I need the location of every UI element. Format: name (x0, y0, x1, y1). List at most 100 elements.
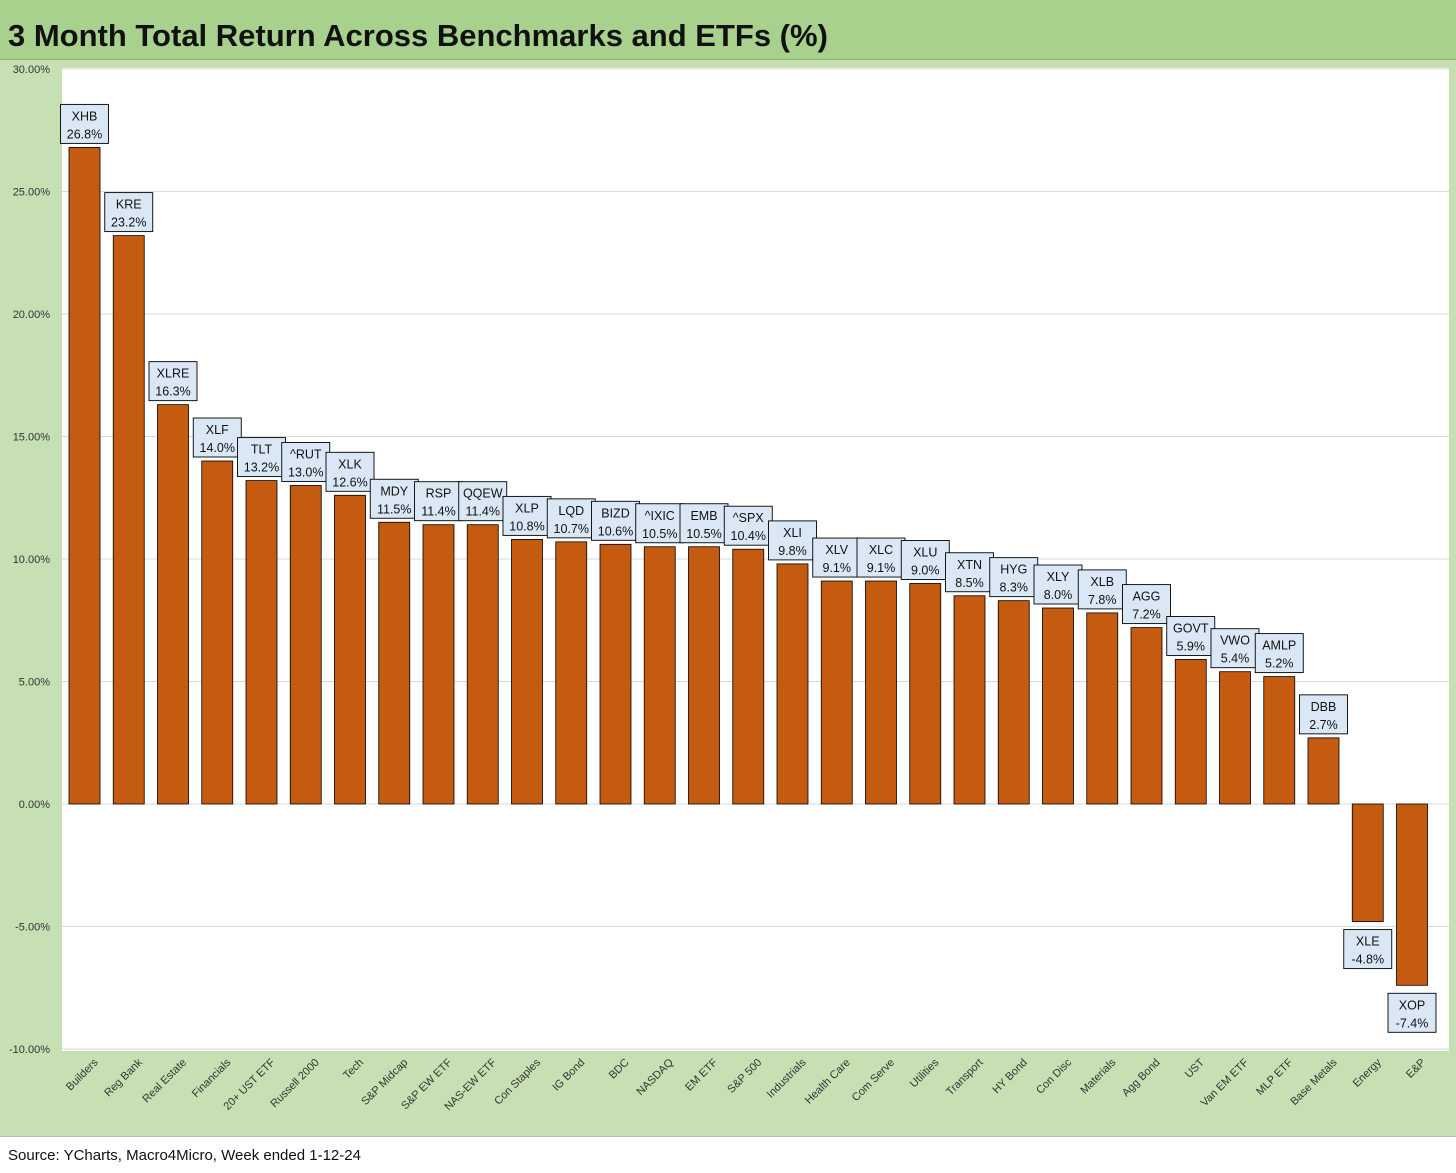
data-label-value: 10.7% (554, 522, 589, 536)
data-label-ticker: XLV (825, 543, 848, 557)
data-label-value: 9.1% (823, 561, 852, 575)
data-label-ticker: ^SPX (733, 511, 765, 525)
bar-xhb (68, 146, 101, 805)
bar-qqew (466, 524, 499, 805)
data-label-value: 10.8% (509, 519, 544, 533)
data-label-box (325, 451, 375, 492)
data-label-ticker: XLE (1356, 935, 1380, 949)
bar-xlp (511, 539, 543, 805)
x-category-label: Con Disc (1034, 1056, 1074, 1096)
data-label-box (104, 192, 154, 233)
bar-ixic (643, 546, 676, 805)
data-label-ticker: XLY (1047, 570, 1070, 584)
data-label-ticker: ^RUT (290, 448, 322, 462)
data-label-ticker: QQEW (463, 487, 503, 501)
data-label-ticker: XLP (515, 501, 539, 515)
data-labels: XHB 26.8% KRE 23.2% XLRE 16.3% XLF 14.0% TLT 13.2… (60, 103, 1437, 1033)
data-label-ticker: LQD (558, 504, 584, 518)
x-category-label: Materials (1078, 1056, 1118, 1096)
data-label-box (192, 417, 242, 458)
data-label-box (679, 503, 729, 544)
bar-rut (289, 485, 322, 805)
data-label-ticker: XTN (957, 558, 982, 572)
data-label-ticker: XLF (206, 423, 229, 437)
data-label-box (900, 540, 950, 580)
data-label-value: 9.1% (867, 561, 896, 575)
x-category-label: Financials (190, 1056, 234, 1100)
data-label-box (369, 478, 419, 519)
data-label-box (1299, 694, 1348, 735)
bar-tlt (245, 480, 278, 805)
bar-mdy (378, 521, 411, 805)
data-label-ticker: KRE (116, 198, 142, 212)
data-label-value: -7.4% (1396, 1016, 1429, 1030)
bar-xtn (953, 595, 986, 805)
data-label-value: 8.0% (1044, 588, 1073, 602)
data-label: XLU 9.0% (900, 540, 950, 580)
data-label-value: 2.7% (1309, 718, 1338, 732)
data-label-box (945, 552, 994, 593)
bar-xlk (334, 494, 366, 805)
y-tick-label: 0.00% (19, 799, 50, 811)
chart-title: 3 Month Total Return Across Benchmarks a… (8, 18, 828, 53)
data-label-value: 10.4% (731, 529, 766, 543)
data-label-box (546, 498, 596, 539)
data-label-box (591, 500, 640, 541)
data-label-box (237, 437, 286, 478)
bar-lqd (555, 541, 588, 805)
data-label-value: 10.6% (598, 524, 633, 538)
bar-xlu (909, 583, 942, 805)
data-label-value: 23.2% (111, 216, 146, 230)
y-tick-label: -5.00% (15, 922, 50, 934)
data-label-value: 11.4% (421, 505, 456, 519)
data-label-value: 10.5% (642, 527, 677, 541)
x-category-label: Industrials (765, 1056, 809, 1100)
data-label-ticker: ^IXIC (645, 509, 675, 523)
x-category-label: Van EM ETF (1199, 1056, 1252, 1109)
data-label: AMLP 5.2% (1254, 633, 1304, 674)
data-label-value: 9.8% (778, 544, 807, 558)
x-category-label: Reg Bank (102, 1056, 145, 1099)
data-label: XTN 8.5% (945, 552, 994, 593)
data-label: XLY 8.0% (1033, 564, 1083, 605)
x-category-label: Transport (944, 1057, 985, 1098)
data-label-value: 13.0% (288, 466, 323, 480)
data-label-ticker: BIZD (601, 506, 629, 520)
data-label-box (856, 537, 906, 578)
y-tick-label: 10.00% (13, 554, 51, 566)
x-category-label: Tech (341, 1057, 366, 1082)
data-label-ticker: RSP (426, 487, 452, 501)
x-category-label: HY Bond (990, 1057, 1029, 1096)
data-label: MDY 11.5% (369, 478, 419, 519)
data-label: RSP 11.4% (414, 481, 463, 522)
bar-bizd (599, 543, 632, 805)
data-label-box (635, 503, 685, 544)
data-label-box (1343, 929, 1393, 970)
y-tick-label: 30.00% (13, 64, 51, 76)
data-label-value: 5.9% (1177, 639, 1206, 653)
data-label: XLK 12.6% (325, 451, 375, 492)
data-label-value: 13.2% (244, 461, 279, 475)
bar-govt (1174, 659, 1207, 805)
x-category-label: MLP ETF (1254, 1056, 1295, 1097)
data-label: TLT 13.2% (237, 437, 286, 478)
data-label-value: 11.4% (465, 505, 500, 519)
data-label-ticker: HYG (1000, 563, 1027, 577)
data-label-ticker: XLB (1090, 575, 1114, 589)
bars (68, 146, 1428, 986)
data-label-ticker: EMB (690, 509, 717, 523)
data-label-value: 26.8% (67, 127, 102, 141)
data-label-value: 8.5% (955, 576, 984, 590)
data-label: XLI 9.8% (768, 520, 817, 561)
title-bar: 3 Month Total Return Across Benchmarks a… (0, 0, 1456, 60)
footer: Source: YCharts, Macro4Micro, Week ended… (0, 1136, 1456, 1173)
source-note: Source: YCharts, Macro4Micro, Week ended… (8, 1147, 361, 1164)
data-label-box (723, 505, 773, 546)
data-label: XLRE 16.3% (148, 361, 198, 402)
bar-rsp (422, 524, 455, 805)
bar-xlf (201, 460, 234, 805)
bar-spx (732, 548, 765, 805)
data-label-ticker: VWO (1220, 634, 1250, 648)
x-category-label: NASDAQ (635, 1056, 677, 1098)
data-label-ticker: XOP (1399, 998, 1425, 1012)
